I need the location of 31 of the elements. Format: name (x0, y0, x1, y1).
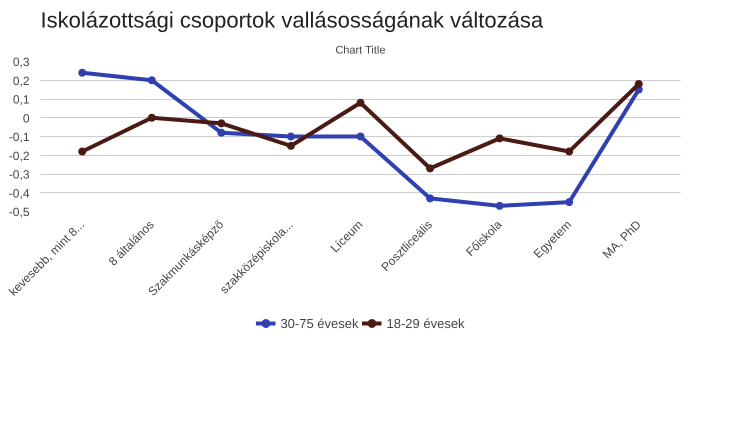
point (286, 132, 295, 140)
point (78, 68, 86, 77)
chart-subtitle: Chart Title (335, 44, 386, 56)
point (426, 194, 434, 202)
y-tick-label: 0,2 (12, 74, 30, 88)
y-tick-label: 0,1 (12, 92, 30, 106)
legend-label: 30-75 évesek (280, 316, 358, 330)
point (496, 134, 504, 142)
point (634, 80, 643, 88)
point (565, 198, 574, 206)
y-tick-label: 0,3 (12, 55, 30, 69)
legend-label: 18-29 évesek (386, 316, 465, 330)
chart-title: Iskolázottsági csoportok vallásosságának változása (40, 8, 544, 32)
point (496, 202, 504, 210)
x-tick-label: MA, PhD (600, 217, 644, 262)
y-tick-label: -0,1 (8, 130, 30, 144)
y-tick-label: 0 (22, 111, 30, 126)
point (217, 119, 226, 128)
y-tick-label: -0,3 (8, 168, 30, 182)
y-tick-label: -0,4 (8, 186, 30, 200)
point (286, 142, 295, 150)
y-tick-label: -0,5 (8, 205, 30, 219)
point (565, 148, 574, 156)
point (356, 98, 364, 107)
y-tick-label: -0,2 (8, 148, 30, 163)
point (217, 128, 226, 137)
point (148, 114, 156, 122)
point (148, 76, 156, 84)
point (78, 148, 86, 156)
point (426, 164, 434, 172)
point (356, 132, 364, 140)
